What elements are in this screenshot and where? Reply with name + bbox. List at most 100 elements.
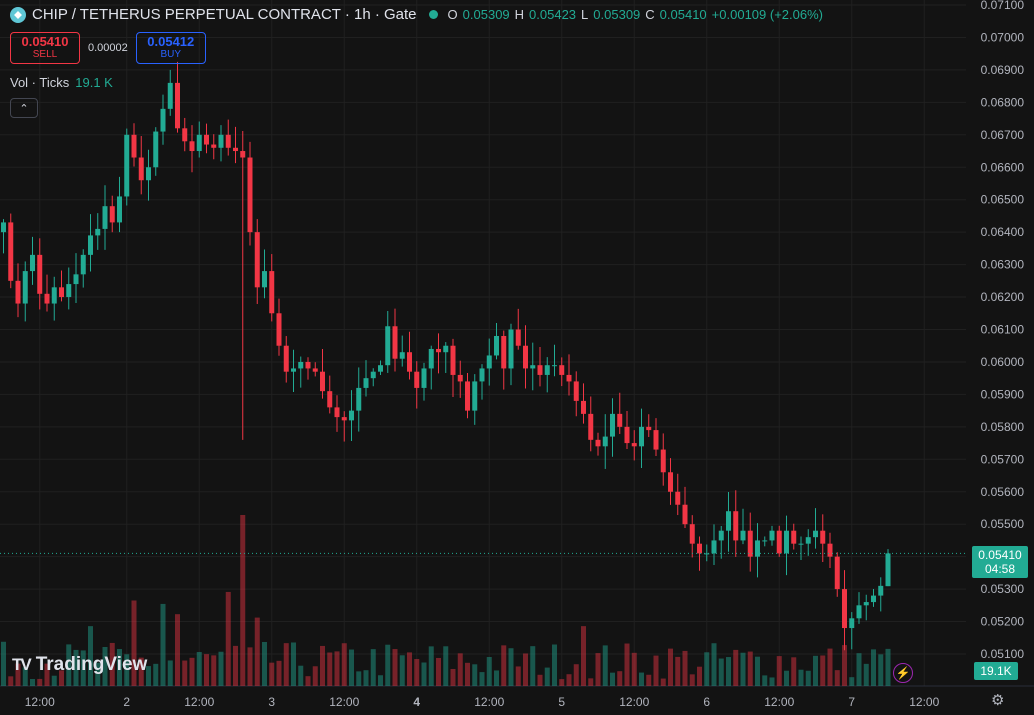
volume-bar <box>109 642 115 686</box>
candle-body <box>697 543 702 554</box>
candle-body <box>508 329 514 369</box>
tradingview-logo[interactable]: TV TradingView <box>12 654 147 676</box>
volume-bar <box>573 664 579 686</box>
candle-body <box>262 271 267 288</box>
candle-body <box>73 274 79 285</box>
price-tick-label: 0.06500 <box>981 193 1025 207</box>
volume-bar <box>849 677 855 686</box>
candle-body <box>131 134 137 158</box>
candle-body <box>530 365 536 369</box>
sell-price: 0.05410 <box>21 34 69 49</box>
gate-logo-icon <box>10 6 26 23</box>
candle-body <box>704 553 710 555</box>
price-tick-label: 0.05300 <box>981 582 1025 596</box>
price-tick-label: 0.05500 <box>981 517 1025 531</box>
volume-bar <box>204 654 209 686</box>
volume-bar <box>254 617 260 686</box>
volume-bar <box>196 652 202 686</box>
volume-bar <box>305 676 311 686</box>
candle-body <box>240 151 246 158</box>
volume-bar <box>225 591 231 686</box>
ohlc-values: O 0.05309 H 0.05423 L 0.05309 C 0.05410 +0.0… <box>448 7 823 22</box>
candle-body <box>349 410 354 421</box>
volume-bar <box>8 676 14 686</box>
tradingview-wordmark: TradingView <box>35 654 148 675</box>
volume-bar <box>37 678 43 686</box>
volume-bar <box>747 651 753 686</box>
volume-bar <box>44 663 50 686</box>
candle-body <box>109 206 115 223</box>
volume-bar <box>399 655 405 686</box>
candles <box>1 61 891 651</box>
volume-bar <box>124 654 130 686</box>
candle-body <box>501 335 507 369</box>
candle-body <box>885 553 891 587</box>
candle-body <box>617 413 623 427</box>
volume-bar <box>182 660 188 686</box>
candle-body <box>95 228 101 236</box>
volume-legend[interactable]: Vol · Ticks 19.1 K <box>10 75 113 90</box>
candle-body <box>370 371 376 379</box>
candle-body <box>211 144 217 148</box>
candle-body <box>392 326 398 359</box>
candle-body <box>59 287 64 298</box>
volume-bar <box>660 678 666 686</box>
candle-body <box>791 530 797 544</box>
bar-countdown: 04:58 <box>984 562 1016 576</box>
volume-value-badge: 19.1K <box>974 662 1018 680</box>
volume-bar <box>834 670 840 686</box>
candle-body <box>305 361 311 369</box>
volume-bar <box>262 641 267 686</box>
candle-body <box>523 345 528 369</box>
candle-body <box>254 232 260 288</box>
lightning-icon[interactable]: ⚡ <box>893 663 913 683</box>
candle-body <box>1 222 6 233</box>
volume-bar <box>175 614 180 686</box>
volume-legend-label: Vol · Ticks <box>10 75 70 90</box>
volume-bar <box>392 649 398 686</box>
price-tick-label: 0.07100 <box>981 0 1025 12</box>
volume-bar <box>457 653 463 686</box>
candle-body <box>175 82 180 129</box>
volume-bar <box>530 646 536 686</box>
price-axis: 0.07100 0.07000 0.06900 0.06800 0.06700 0.066… <box>981 0 1025 661</box>
volume-bar <box>704 652 710 686</box>
volume-bar <box>102 646 108 686</box>
collapse-legend-button[interactable]: ⌃ <box>10 98 38 118</box>
volume-bar <box>697 666 702 686</box>
candle-body <box>66 284 72 298</box>
candle-body <box>733 511 739 541</box>
volume-bar <box>769 677 775 686</box>
candle-body <box>573 381 579 401</box>
candle-body <box>849 618 855 629</box>
candle-body <box>682 504 688 525</box>
volume-bar <box>436 657 441 686</box>
volume-bar <box>639 672 644 686</box>
sell-label: SELL <box>32 49 58 60</box>
volume-bar <box>762 675 768 686</box>
volume-bar <box>871 649 876 686</box>
candle-body <box>153 131 159 168</box>
volume-bar <box>320 645 325 686</box>
gear-icon[interactable]: ⚙ <box>991 692 1005 709</box>
volume-bar <box>334 651 340 686</box>
candle-body <box>443 345 449 353</box>
candle-body <box>189 141 195 152</box>
volume-bar <box>146 666 151 686</box>
volume-bar <box>711 643 717 686</box>
buy-button[interactable]: 0.05412 BUY <box>135 32 206 64</box>
volume-bar <box>544 667 550 686</box>
time-tick-label: 5 <box>558 695 565 709</box>
sell-button[interactable]: 0.05410 SELL <box>10 32 80 64</box>
buy-label: BUY <box>160 49 182 60</box>
candle-body <box>269 271 275 314</box>
candle-body <box>44 293 50 304</box>
volume-bar <box>878 654 884 686</box>
volume-bar <box>73 649 79 686</box>
candle-body <box>472 381 478 411</box>
volume-bar <box>443 646 449 686</box>
candle-body <box>233 147 238 152</box>
volume-bar <box>552 644 557 686</box>
symbol-title[interactable]: CHIP / TETHERUS PERPETUAL CONTRACT · 1h … <box>32 6 417 23</box>
